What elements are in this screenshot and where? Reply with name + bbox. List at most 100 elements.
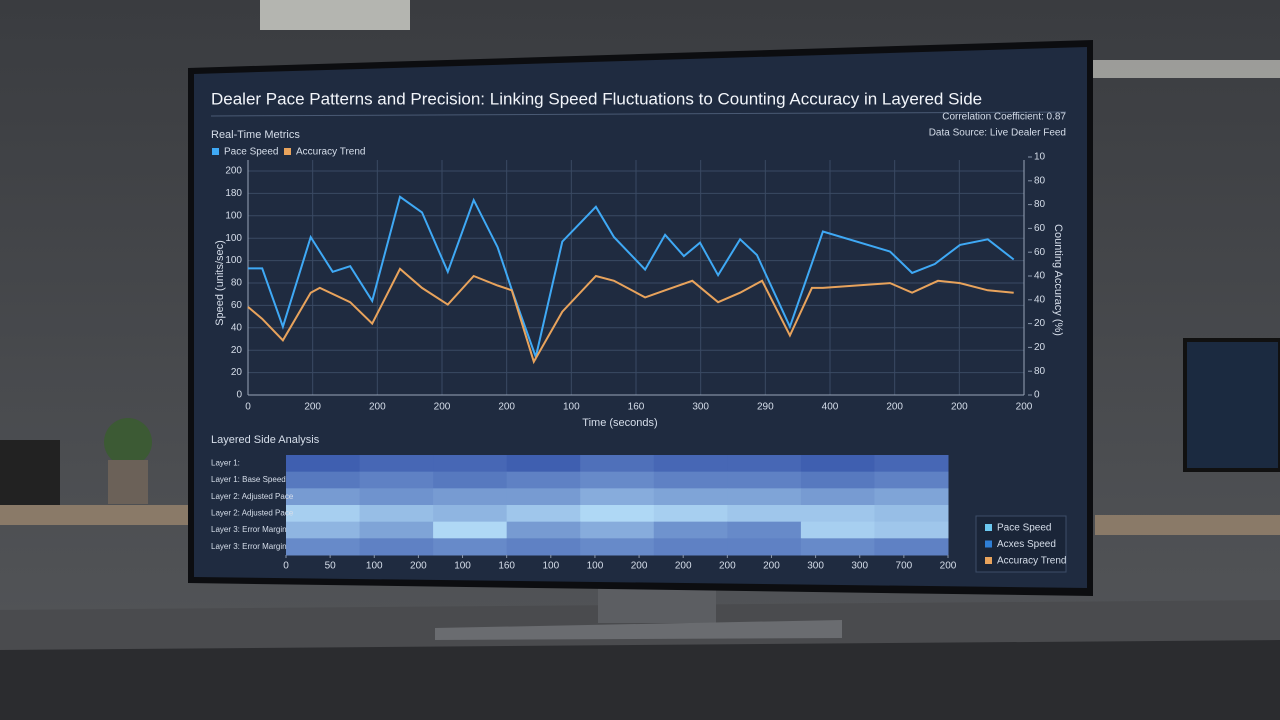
x-tick-label: 300 <box>851 561 868 572</box>
y-tick-label: 180 <box>225 188 242 199</box>
heatmap-cell <box>433 471 508 489</box>
heatmap-cell <box>286 471 361 489</box>
x-tick-label: 160 <box>498 561 515 572</box>
x-tick-label: 290 <box>757 402 774 413</box>
legend-swatch <box>985 557 992 564</box>
x-tick-label: 200 <box>763 561 780 572</box>
x-tick-label: 200 <box>410 561 427 572</box>
heatmap-cell <box>286 505 361 523</box>
heatmap-cell <box>286 455 361 473</box>
heatmap-cell <box>800 488 875 506</box>
legend-swatch <box>212 148 219 155</box>
heatmap-cell <box>506 471 581 489</box>
legend-swatch <box>284 148 291 155</box>
x-tick-label: 50 <box>325 561 337 572</box>
heatmap-cell <box>359 455 434 473</box>
y-tick-label: 100 <box>225 255 242 266</box>
row-label: Layer 1: Base Speed <box>211 475 286 484</box>
row-label: Layer 2: Adjusted Pace <box>211 508 294 517</box>
heatmap-cell <box>874 521 949 539</box>
section-title: Layered Side Analysis <box>211 434 320 446</box>
y-tick-label: 0 <box>236 390 242 401</box>
x-tick-label: 100 <box>587 561 604 572</box>
x-tick-label: 700 <box>896 561 913 572</box>
x-tick-label: 160 <box>628 402 645 413</box>
heatmap-cell <box>580 455 655 473</box>
heatmap-cell <box>653 488 728 506</box>
heatmap-cell <box>433 505 508 523</box>
y-axis-label: Speed (units/sec) <box>214 240 226 326</box>
x-axis-label: Time (seconds) <box>582 417 657 429</box>
y-tick-label: 80 <box>231 278 243 289</box>
heatmap-cell <box>874 455 949 473</box>
y2-tick-label: 0 <box>1034 390 1040 401</box>
table <box>0 630 1280 720</box>
row-label: Layer 2: Adjusted Pace <box>211 492 294 501</box>
y2-tick-label: 80 <box>1034 175 1046 186</box>
heatmap-cell <box>874 505 949 523</box>
desk <box>0 505 200 525</box>
heatmap-cell <box>286 488 361 506</box>
legend-label: Accuracy Trend <box>296 147 365 158</box>
divider <box>210 111 1067 117</box>
heatmap-cell <box>653 521 728 539</box>
heatmap-cell <box>653 538 728 556</box>
heatmap-cell <box>359 538 434 556</box>
x-tick-label: 200 <box>940 561 957 572</box>
x-tick-label: 400 <box>822 402 839 413</box>
y2-tick-label: 80 <box>1034 199 1046 210</box>
x-tick-label: 100 <box>542 561 559 572</box>
x-tick-label: 200 <box>886 402 903 413</box>
info-text: Data Source: Live Dealer Feed <box>929 128 1066 139</box>
heatmap-cell <box>433 538 508 556</box>
y2-tick-label: 40 <box>1034 294 1046 305</box>
heatmap-cell <box>580 538 655 556</box>
heatmap-cell <box>874 471 949 489</box>
x-tick-label: 300 <box>692 402 709 413</box>
heatmap-cell <box>433 521 508 539</box>
legend-label: Acxes Speed <box>997 539 1056 550</box>
heatmap-cell <box>506 521 581 539</box>
y-tick-label: 100 <box>225 233 242 244</box>
plant-pot <box>108 460 148 504</box>
heatmap-cell <box>653 505 728 523</box>
legend-swatch <box>985 524 992 531</box>
screen <box>194 47 1087 588</box>
legend-label: Pace Speed <box>224 147 279 158</box>
heatmap-cell <box>580 521 655 539</box>
y-tick-label: 60 <box>231 300 243 311</box>
y-tick-label: 20 <box>231 367 243 378</box>
y2-tick-label: 40 <box>1034 271 1046 282</box>
x-tick-label: 200 <box>631 561 648 572</box>
x-tick-label: 100 <box>454 561 471 572</box>
heatmap-cell <box>580 488 655 506</box>
x-tick-label: 100 <box>366 561 383 572</box>
heatmap-cell <box>800 471 875 489</box>
heatmap-cell <box>653 471 728 489</box>
heatmap-cell <box>506 505 581 523</box>
y2-tick-label: 80 <box>1034 366 1046 377</box>
y-tick-label: 100 <box>225 210 242 221</box>
heatmap-cell <box>359 488 434 506</box>
ceiling-light <box>1090 60 1280 78</box>
heatmap-cell <box>874 488 949 506</box>
heatmap-cell <box>727 521 802 539</box>
x-tick-label: 200 <box>719 561 736 572</box>
heatmap-cell <box>874 538 949 556</box>
heatmap-cell <box>727 538 802 556</box>
info-text: Correlation Coefficient: 0.87 <box>942 112 1066 123</box>
y-tick-label: 40 <box>231 322 243 333</box>
heatmap-cell <box>727 505 802 523</box>
monitor-stand <box>598 585 716 623</box>
heatmap-cell <box>506 455 581 473</box>
y2-tick-label: 60 <box>1034 247 1046 258</box>
x-tick-label: 100 <box>563 402 580 413</box>
heatmap-cell <box>580 471 655 489</box>
y-tick-label: 200 <box>225 166 242 177</box>
heatmap-cell <box>580 505 655 523</box>
data-line <box>247 267 1014 365</box>
y2-tick-label: 60 <box>1034 223 1046 234</box>
heatmap-cell <box>800 455 875 473</box>
heatmap-cell <box>433 455 508 473</box>
